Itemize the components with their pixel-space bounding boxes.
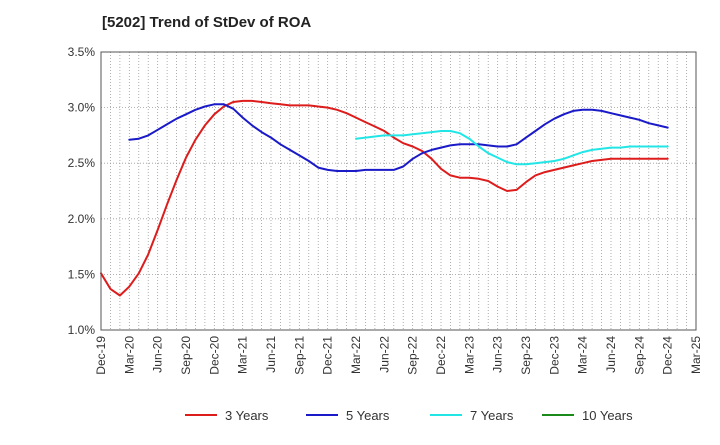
x-tick-label: Mar-22 <box>349 336 363 374</box>
grid-layer <box>100 51 697 331</box>
x-tick-label: Sep-24 <box>632 336 646 375</box>
series-line-3-years <box>100 99 669 297</box>
x-tick-label: Jun-22 <box>377 336 391 373</box>
series-line-7-years <box>355 130 669 166</box>
x-tick-label: Dec-20 <box>207 336 221 375</box>
x-tick-label: Jun-24 <box>604 336 618 373</box>
legend-label: 10 Years <box>582 408 633 423</box>
y-tick-label: 2.5% <box>68 156 96 170</box>
x-tick-label: Sep-23 <box>519 336 533 375</box>
x-tick-label: Mar-24 <box>576 336 590 374</box>
x-tick-label: Mar-20 <box>122 336 136 374</box>
x-tick-label: Dec-19 <box>94 336 108 375</box>
x-tick-label: Sep-22 <box>406 336 420 375</box>
plot-frame <box>100 51 697 331</box>
chart-title: [5202] Trend of StDev of ROA <box>102 14 312 31</box>
x-tick-label: Mar-25 <box>689 336 703 374</box>
plot-area <box>101 52 696 330</box>
x-tick-label: Dec-23 <box>547 336 561 375</box>
series-line-5-years <box>128 103 669 172</box>
axis-layer: 1.0% 1.5% 2.0% 2.5% 3.0% 3.5% Dec-19 Mar-20 Jun-… <box>68 45 703 375</box>
x-tick-label: Dec-21 <box>321 336 335 375</box>
legend-layer: 3 Years 5 Years 7 Years 10 Years <box>185 408 633 423</box>
x-tick-label: Mar-21 <box>236 336 250 374</box>
x-tick-label: Jun-23 <box>491 336 505 373</box>
y-tick-label: 1.0% <box>68 323 96 337</box>
series-layer <box>100 99 669 297</box>
legend-label: 7 Years <box>470 408 514 423</box>
x-tick-label: Mar-23 <box>462 336 476 374</box>
y-tick-label: 1.5% <box>68 267 96 281</box>
y-tick-label: 2.0% <box>68 212 96 226</box>
x-tick-label: Dec-22 <box>434 336 448 375</box>
legend-label: 5 Years <box>346 408 390 423</box>
y-tick-label: 3.5% <box>68 45 96 59</box>
x-tick-label: Jun-21 <box>264 336 278 373</box>
legend-label: 3 Years <box>225 408 269 423</box>
x-tick-label: Jun-20 <box>151 336 165 373</box>
x-tick-label: Sep-20 <box>179 336 193 375</box>
x-tick-label: Sep-21 <box>292 336 306 375</box>
x-tick-label: Dec-24 <box>661 336 675 375</box>
y-tick-label: 3.0% <box>68 101 96 115</box>
